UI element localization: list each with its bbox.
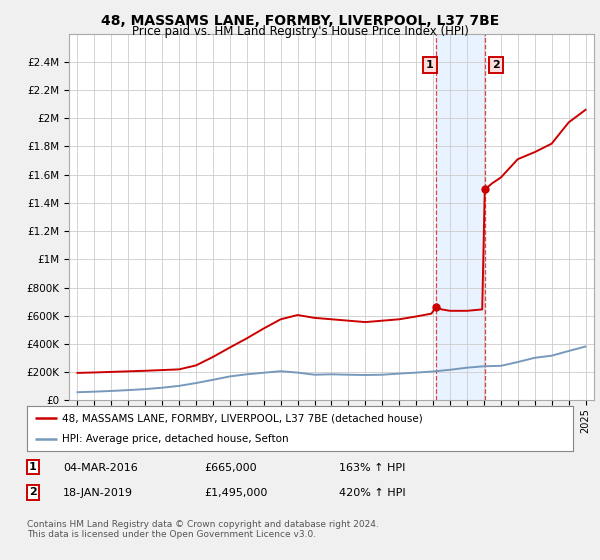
- Text: £665,000: £665,000: [204, 463, 257, 473]
- Text: £1,495,000: £1,495,000: [204, 488, 268, 498]
- Text: 1: 1: [426, 59, 434, 69]
- Text: 420% ↑ HPI: 420% ↑ HPI: [339, 488, 406, 498]
- Text: 48, MASSAMS LANE, FORMBY, LIVERPOOL, L37 7BE: 48, MASSAMS LANE, FORMBY, LIVERPOOL, L37…: [101, 14, 499, 28]
- Text: 48, MASSAMS LANE, FORMBY, LIVERPOOL, L37 7BE (detached house): 48, MASSAMS LANE, FORMBY, LIVERPOOL, L37…: [62, 413, 423, 423]
- Text: HPI: Average price, detached house, Sefton: HPI: Average price, detached house, Seft…: [62, 433, 289, 444]
- Text: 04-MAR-2016: 04-MAR-2016: [63, 463, 138, 473]
- Text: 163% ↑ HPI: 163% ↑ HPI: [339, 463, 406, 473]
- Bar: [436, 34, 485, 400]
- Text: 1: 1: [29, 462, 37, 472]
- Text: 2: 2: [492, 59, 500, 69]
- Text: 18-JAN-2019: 18-JAN-2019: [63, 488, 133, 498]
- Text: Price paid vs. HM Land Registry's House Price Index (HPI): Price paid vs. HM Land Registry's House …: [131, 25, 469, 38]
- Text: Contains HM Land Registry data © Crown copyright and database right 2024.
This d: Contains HM Land Registry data © Crown c…: [27, 520, 379, 539]
- Text: 2: 2: [29, 487, 37, 497]
